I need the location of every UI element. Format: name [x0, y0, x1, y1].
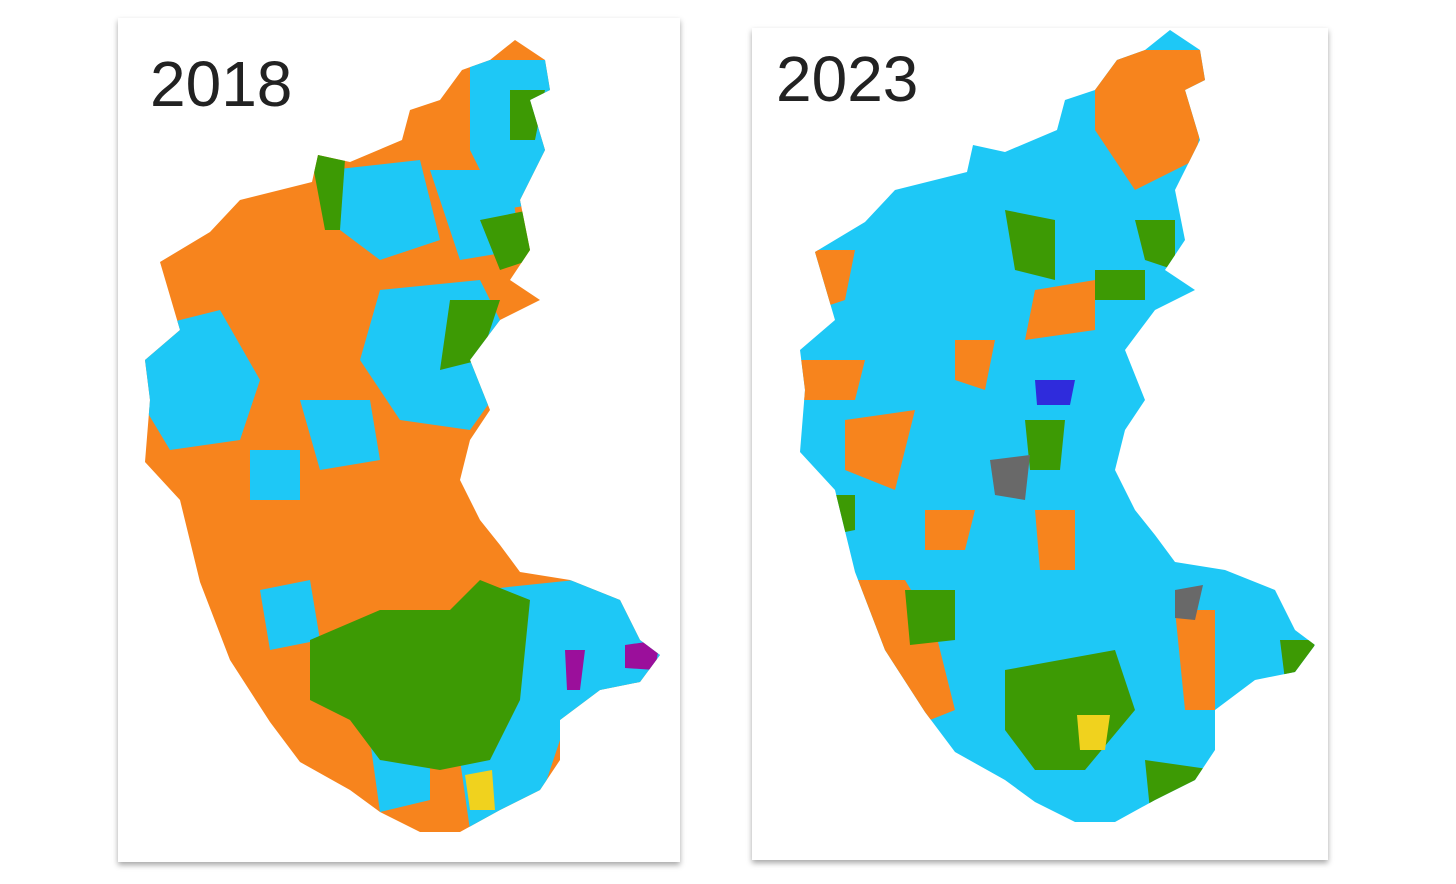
region [1025, 420, 1065, 470]
region [925, 510, 975, 550]
regions [800, 50, 1315, 820]
regions [145, 60, 660, 830]
map-2023 [800, 30, 1315, 822]
region [310, 580, 530, 770]
region [905, 590, 955, 645]
region [1005, 210, 1055, 280]
region [800, 360, 865, 400]
region [845, 410, 915, 490]
region [1135, 220, 1175, 270]
region [145, 310, 260, 450]
region [1175, 610, 1215, 710]
region [330, 160, 440, 260]
region [1175, 585, 1203, 620]
region [1077, 715, 1110, 750]
region [1025, 280, 1095, 340]
region [310, 150, 345, 230]
region [990, 455, 1030, 500]
region [260, 580, 320, 650]
region [1035, 510, 1075, 570]
region [1095, 270, 1145, 300]
region [1095, 50, 1215, 190]
year-label: 2023 [776, 43, 918, 115]
region [480, 210, 530, 270]
region [565, 650, 585, 690]
region [300, 400, 380, 470]
region [440, 300, 500, 370]
region [465, 770, 495, 810]
region [250, 450, 300, 500]
region [955, 340, 995, 390]
map-2018 [145, 40, 660, 832]
year-label: 2018 [150, 48, 292, 120]
region [1035, 380, 1075, 405]
